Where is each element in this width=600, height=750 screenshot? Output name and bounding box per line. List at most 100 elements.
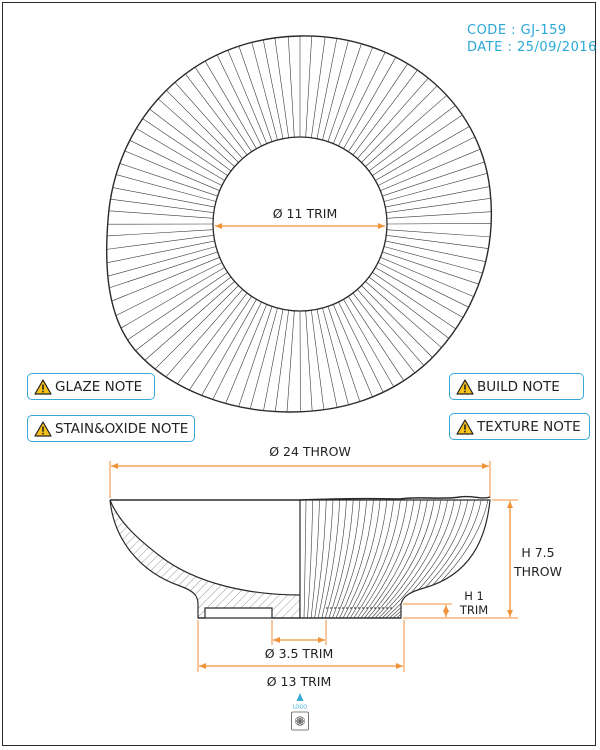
radial-rib-line	[111, 257, 220, 302]
top-view: Ø 11 TRIM	[106, 35, 492, 413]
radial-rib-line	[327, 306, 361, 402]
radial-rib-line	[286, 310, 295, 413]
side-rib-line	[357, 500, 408, 618]
radial-rib-line	[216, 54, 262, 147]
logo-pointer-icon	[296, 693, 304, 701]
radial-texture-lines	[106, 36, 492, 413]
side-rib-line	[332, 500, 361, 618]
radial-rib-line	[375, 267, 464, 318]
radial-rib-line	[343, 57, 397, 149]
radial-rib-line	[263, 309, 284, 411]
radial-rib-line	[149, 108, 232, 172]
radial-rib-line	[204, 60, 257, 149]
radial-rib-line	[274, 310, 289, 412]
side-rib-line	[310, 500, 320, 618]
logo-label: LOGO	[293, 705, 307, 711]
radial-rib-line	[327, 43, 362, 142]
radial-rib-line	[357, 77, 429, 159]
side-rib-line	[385, 500, 462, 618]
warning-icon	[456, 378, 474, 395]
dimension-label-foot-inner: Ø 3.5 TRIM	[265, 646, 333, 661]
radial-rib-line	[305, 310, 313, 412]
logo-flower-icon	[295, 716, 305, 726]
date-label: DATE : 25/09/2016	[467, 40, 597, 55]
rim-edge	[110, 495, 491, 501]
radial-rib-line	[316, 309, 338, 408]
side-rib-line	[378, 500, 448, 618]
radial-rib-line	[386, 229, 491, 238]
radial-rib-line	[189, 296, 252, 391]
radial-rib-line	[165, 289, 243, 378]
side-rib-line	[346, 500, 388, 618]
radial-rib-line	[311, 36, 326, 138]
radial-rib-line	[124, 150, 220, 191]
texture-note-label: TEXTURE NOTE	[477, 418, 581, 435]
radial-rib-line	[262, 39, 284, 139]
radial-rib-line	[174, 82, 243, 159]
side-rib-line	[317, 500, 334, 618]
radial-rib-line	[386, 223, 492, 225]
inner-well-circle	[212, 136, 388, 312]
radial-rib-line	[361, 285, 433, 358]
radial-rib-line	[386, 235, 489, 249]
radial-rib-line	[348, 63, 408, 152]
radial-rib-line	[352, 69, 418, 156]
side-rib-line	[364, 500, 421, 618]
radial-rib-line	[375, 126, 470, 181]
dimension-label-width: Ø 24 THROW	[269, 444, 351, 459]
radial-rib-line	[107, 246, 217, 277]
radial-rib-line	[135, 276, 232, 351]
radial-rib-line	[251, 42, 278, 141]
side-rib-line	[382, 500, 455, 618]
radial-rib-line	[119, 163, 218, 197]
radial-rib-line	[225, 304, 267, 404]
dimension-label-height-2: THROW	[513, 564, 562, 579]
glaze-note-button[interactable]: GLAZE NOTE	[27, 373, 155, 400]
build-note-label: BUILD NOTE	[477, 378, 560, 395]
radial-rib-line	[109, 251, 218, 289]
stain-oxide-note-button[interactable]: STAIN&OXIDE NOTE	[27, 415, 195, 442]
radial-rib-line	[338, 301, 384, 393]
side-rib-line	[321, 500, 341, 618]
bowl-rim-outline	[106, 35, 492, 413]
radial-rib-line	[333, 47, 373, 144]
build-note-button[interactable]: BUILD NOTE	[449, 373, 584, 400]
radial-rib-line	[136, 128, 225, 181]
radial-rib-line	[238, 46, 273, 142]
radial-rib-line	[322, 307, 349, 405]
side-rib-line	[367, 500, 428, 618]
side-rib-line	[371, 500, 435, 618]
warning-icon	[456, 418, 474, 435]
radial-rib-line	[108, 210, 214, 219]
radial-rib-line	[338, 52, 386, 147]
radial-rib-line	[287, 36, 295, 138]
radial-rib-line	[357, 289, 425, 366]
radial-rib-line	[322, 40, 349, 141]
radial-rib-line	[106, 235, 214, 250]
radial-rib-line	[157, 98, 235, 167]
side-rib-line	[374, 500, 442, 618]
radial-rib-line	[212, 301, 262, 400]
title-block: CODE : GJ-159 DATE : 25/09/2016	[467, 22, 597, 56]
radial-rib-line	[201, 299, 257, 396]
radial-rib-line	[365, 95, 447, 167]
side-rib-line	[349, 500, 394, 618]
dimension-label-inner: Ø 11 TRIM	[273, 206, 337, 221]
bowl-exterior-profile	[299, 499, 491, 619]
radial-rib-line	[372, 114, 463, 176]
radial-rib-line	[194, 67, 252, 152]
radial-rib-line	[177, 292, 248, 385]
radial-rib-line	[120, 267, 225, 329]
radial-rib-line	[377, 136, 476, 186]
radial-rib-line	[361, 85, 438, 163]
radial-rib-line	[144, 281, 235, 361]
side-rib-line	[339, 500, 374, 618]
radial-rib-line	[368, 105, 456, 172]
radial-rib-line	[185, 73, 248, 156]
radial-rib-line	[386, 211, 492, 219]
radial-rib-line	[112, 187, 215, 208]
radial-rib-line	[305, 36, 313, 138]
texture-note-button[interactable]: TEXTURE NOTE	[449, 413, 590, 440]
radial-rib-line	[106, 240, 215, 264]
